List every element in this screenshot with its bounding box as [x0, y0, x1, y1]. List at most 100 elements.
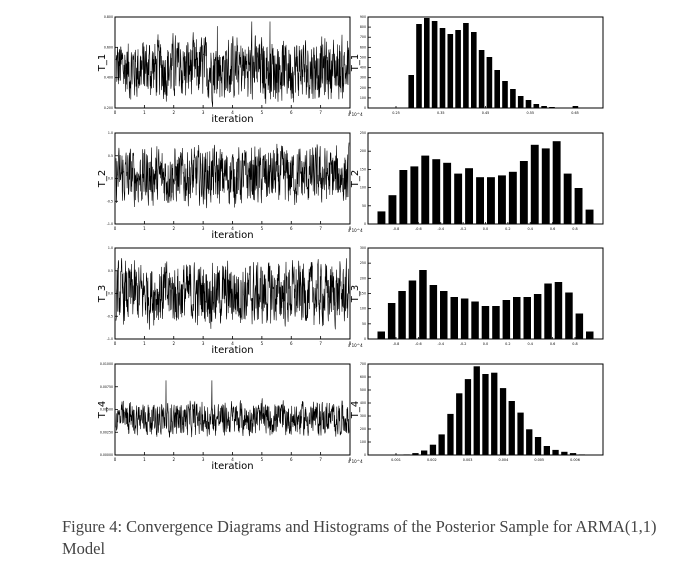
trace-3-ytick-label: -0.5	[107, 314, 113, 318]
hist-2-xtick-label: 0.6	[550, 227, 555, 231]
trace-2-xtick-label: 2	[172, 226, 175, 231]
hist-4-bar	[517, 412, 524, 455]
hist-3-xtick-label: 0.0	[483, 342, 488, 346]
hist-1-bar	[463, 23, 469, 108]
hist-4-bar	[534, 437, 542, 455]
hist-3-ytick-label: 150	[360, 292, 366, 296]
hist-1-bar	[416, 24, 422, 108]
hist-3-bar	[377, 331, 385, 339]
trace-1-xtick-label: 8	[349, 110, 352, 115]
trace-1-xtick-label: 4	[231, 110, 234, 115]
trace-4-trace-line	[115, 380, 350, 438]
hist-1-bar	[494, 70, 500, 108]
hist-4-bar	[438, 434, 445, 455]
hist-2-ytick-label: 0	[364, 222, 366, 226]
hist-4-bar	[482, 374, 489, 455]
hist-3-bar	[419, 270, 427, 339]
trace-1-xtick-label: 3	[202, 110, 205, 115]
hist-4-xtick-label: 0.004	[499, 458, 509, 462]
hist-4-ytick-label: 700	[360, 362, 366, 366]
trace-3-xlabel: iteration	[211, 345, 253, 356]
hist-1-bar	[541, 106, 547, 108]
hist-3-bar	[471, 301, 479, 339]
hist-1-bar	[439, 28, 446, 108]
hist-1-ytick-label: 300	[360, 76, 366, 80]
hist-3-bar	[533, 294, 542, 339]
hist-3-bar	[513, 297, 521, 339]
hist-3-bar	[502, 300, 511, 339]
trace-1-xtick-label: 2	[172, 110, 175, 115]
trace-1-xtick-label: 5	[261, 110, 264, 115]
trace-2-xlabel: iteration	[211, 230, 253, 241]
hist-2-bar	[563, 173, 572, 224]
trace-4-xlabel: iteration	[211, 461, 253, 472]
hist-3-bar	[387, 303, 396, 339]
hist-1-bar	[424, 18, 430, 108]
hist-3-bar	[586, 331, 594, 339]
hist-1-ytick-label: 700	[360, 35, 366, 39]
hist-2-bar	[377, 211, 386, 224]
hist-1-ylabel: T_1	[350, 54, 361, 72]
hist-3-xtick-label: 0.2	[505, 342, 510, 346]
trace-3-ytick-label: -1.0	[107, 337, 113, 341]
trace-2-ytick-label: 1.0	[108, 131, 113, 135]
hist-1-xtick-label: 0.45	[482, 111, 490, 115]
hist-1-ytick-label: 0	[364, 106, 366, 110]
trace-4-ytick-label: 0.00750	[100, 385, 113, 389]
hist-2-bar	[399, 170, 408, 224]
trace-1-ytick-label: 0.200	[104, 106, 113, 110]
hist-1-bar	[525, 100, 532, 108]
hist-2-bar	[541, 148, 550, 224]
trace-2-ylabel: T_2	[97, 170, 108, 188]
trace-1-ytick-label: 0.600	[104, 45, 113, 49]
hist-3-bar	[408, 280, 417, 339]
hist-3-ytick-label: 300	[360, 246, 366, 250]
trace-4-xtick-label: 2	[172, 457, 175, 462]
hist-2-bar	[508, 171, 517, 224]
hist-1-ytick-label: 900	[360, 15, 366, 19]
hist-1-bar	[510, 89, 516, 108]
hist-3-ytick-label: 50	[362, 322, 366, 326]
hist-4-ytick-label: 600	[360, 375, 366, 379]
hist-1-bar	[486, 57, 493, 108]
hist-4-bar	[491, 372, 498, 455]
trace-3-xtick-label: 4	[231, 341, 234, 346]
hist-2-bar	[421, 155, 430, 224]
trace-4-ytick-label: 0.00000	[100, 453, 113, 457]
trace-1-xtick-label: 6	[290, 110, 293, 115]
hist-4-bar	[569, 453, 577, 455]
hist-3-bar	[481, 306, 490, 339]
hist-2-xtick-label: 0.2	[505, 227, 510, 231]
hist-3-bar	[398, 291, 406, 339]
hist-2-bar	[454, 173, 463, 224]
trace-1-trace-line	[115, 21, 350, 108]
hist-2-ytick-label: 100	[360, 186, 366, 190]
hist-3-ytick-label: 100	[360, 307, 366, 311]
hist-2-ytick-label: 50	[362, 204, 366, 208]
hist-3-xtick-label: -0.8	[393, 342, 400, 346]
hist-2-xtick-label: -0.8	[393, 227, 400, 231]
hist-4-ytick-label: 200	[360, 427, 366, 431]
hist-1-ytick-label: 500	[360, 55, 366, 59]
trace-3-xtick-label: 2	[172, 341, 175, 346]
hist-4-bar	[499, 388, 507, 455]
trace-4-xtick-label: 3	[202, 457, 205, 462]
hist-1-frame	[367, 16, 604, 109]
hist-3-bar	[544, 283, 552, 339]
hist-2-ytick-label: 250	[360, 131, 366, 135]
hist-2-bar	[552, 141, 561, 224]
hist-1-ytick-label: 600	[360, 45, 366, 49]
hist-3-bar	[554, 282, 563, 339]
hist-1-xtick-label: 0.35	[437, 111, 445, 115]
hist-3-bar	[565, 292, 573, 339]
hist-1-ytick-label: 400	[360, 66, 366, 70]
trace-4-ytick-label: 0.00500	[100, 408, 113, 412]
hist-4-bar	[429, 444, 437, 455]
hist-2-xtick-label: -0.2	[460, 227, 467, 231]
hist-3-bar	[450, 297, 458, 339]
trace-2-xtick-label: 0	[114, 226, 117, 231]
trace-4-xtick-label: 6	[290, 457, 293, 462]
hist-2-bar	[476, 177, 484, 224]
hist-1-ytick-label: 100	[360, 96, 366, 100]
